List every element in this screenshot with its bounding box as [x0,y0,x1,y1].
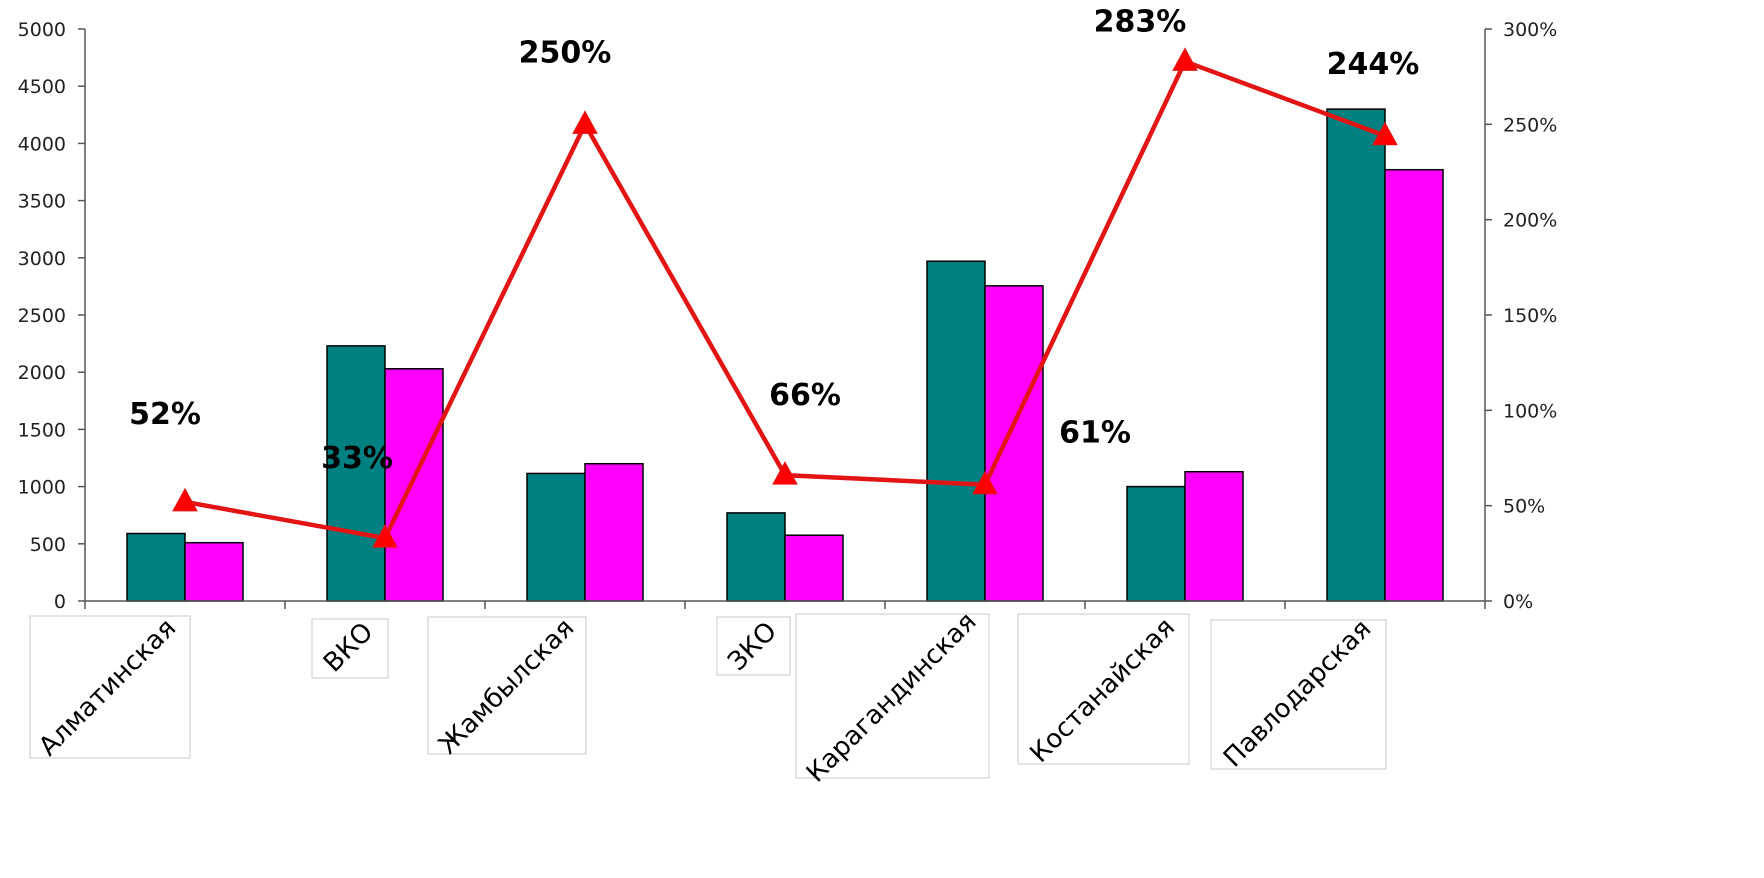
left-tick-label-0: 0 [54,591,66,613]
left-tick-label-7: 3500 [18,191,66,213]
bar-series-1-6 [1326,108,1386,602]
bar-series-1-3 [726,512,786,602]
bars-layer [126,108,1444,602]
bar-series-2-3 [784,534,844,602]
triangle-marker-6 [1372,121,1398,146]
right-tick-label-6: 300% [1503,19,1557,41]
category-label-box-5 [1017,613,1190,765]
data-label-0: 52% [129,397,201,432]
bar-series-2-1 [384,368,444,602]
category-label-box-1 [311,618,389,679]
data-label-2: 250% [519,35,612,70]
right-tick-label-4: 200% [1503,210,1557,232]
data-label-1: 33% [321,441,393,476]
right-tick-label-0: 0% [1503,591,1533,613]
category-label-box-0 [29,615,191,759]
data-label-6: 244% [1327,47,1420,82]
left-tick-label-3: 1500 [18,419,66,441]
bar-series-1-0 [126,532,186,602]
triangle-marker-2 [572,110,598,134]
left-tick-label-1: 500 [30,534,66,556]
right-tick-label-2: 100% [1503,400,1557,422]
category-label-box-6 [1210,619,1387,770]
category-label-box-2 [427,616,587,755]
bar-series-2-2 [584,462,644,602]
axes-layer: 0 500 1000 1500 2000 2500 3000 3500 4000 4500 5000… [18,19,1558,613]
triangle-marker-1 [372,524,398,548]
category-label-box-3 [716,616,791,676]
bar-series-1-2 [526,472,586,602]
right-tick-label-1: 50% [1503,496,1545,518]
bar-series-1-5 [1126,485,1186,602]
bar-series-1-4 [926,260,986,602]
left-tick-label-8: 4000 [18,133,66,155]
bar-series-2-5 [1184,470,1244,602]
left-tick-label-5: 2500 [18,305,66,327]
triangle-marker-4 [972,470,998,495]
line-layer [172,47,1398,548]
left-tick-label-9: 4500 [18,76,66,98]
left-tick-label-10: 5000 [18,19,66,41]
triangle-marker-0 [172,487,198,512]
data-label-4: 61% [1059,416,1131,451]
bar-series-1-1 [326,345,386,602]
bar-series-2-6 [1384,168,1444,602]
left-tick-label-6: 3000 [18,248,66,270]
category-label-box-4 [795,613,990,779]
triangle-marker-3 [772,461,798,485]
labels-layer: 52%33%250%66%61%283%244%Алматинская ВКО Жа… [29,4,1420,788]
data-label-3: 66% [769,378,841,413]
right-tick-label-5: 250% [1503,114,1557,136]
left-tick-label-2: 1000 [18,477,66,499]
bar-series-2-4 [984,285,1044,602]
triangle-marker-5 [1172,47,1198,71]
right-tick-label-3: 150% [1503,305,1557,327]
left-tick-label-4: 2000 [18,362,66,384]
data-label-5: 283% [1094,4,1187,39]
bar-series-2-0 [184,541,244,602]
